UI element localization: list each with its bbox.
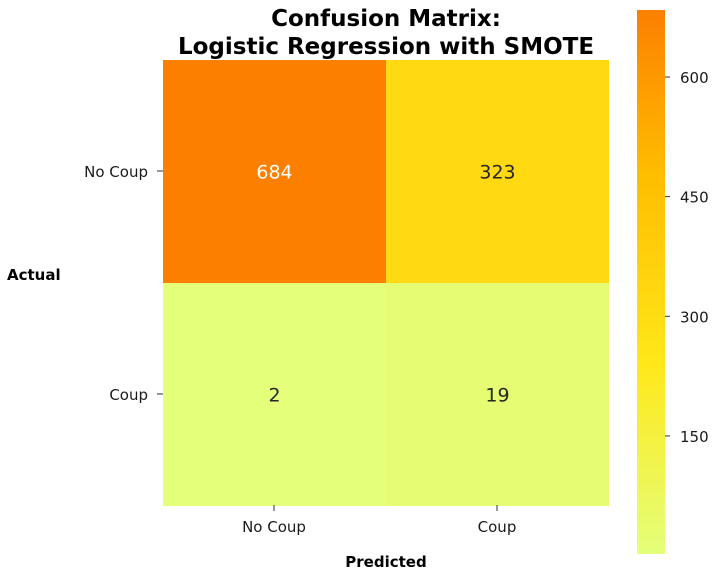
colorbar-tick-label-0: 150 [680,428,709,446]
y-tick-label-no-coup: No Coup [84,163,148,181]
heatmap-cell-value-r1-c0: 2 [268,385,280,407]
heatmap-cell-value-r1-c1: 19 [485,385,509,407]
colorbar-tick-label-3: 600 [680,69,709,87]
heatmap-cell-r0-c1 [386,60,609,283]
heatmap-cell-value-r0-c0: 684 [256,162,292,184]
x-tick-label-no-coup: No Coup [242,518,306,536]
heatmap-cell-r1-c1 [386,283,609,506]
colorbar-tick-label-1: 300 [680,308,709,326]
colorbar [637,10,665,554]
heatmap-grid: 684 323 2 19 [163,60,609,506]
y-axis-label: Actual [7,266,61,284]
colorbar-ticks: 150 300 450 600 [665,69,709,446]
colorbar-tick-label-2: 450 [680,189,709,207]
heatmap-cell-value-r0-c1: 323 [479,162,515,184]
x-axis-label: Predicted [345,553,426,571]
y-tick-label-coup: Coup [109,386,148,404]
heatmap-cell-r1-c0 [163,283,386,506]
x-tick-label-coup: Coup [478,518,517,536]
chart-title-line-2: Logistic Regression with SMOTE [178,34,594,60]
chart-title-line-1: Confusion Matrix: [271,6,501,32]
heatmap-cell-r0-c0 [163,60,386,283]
